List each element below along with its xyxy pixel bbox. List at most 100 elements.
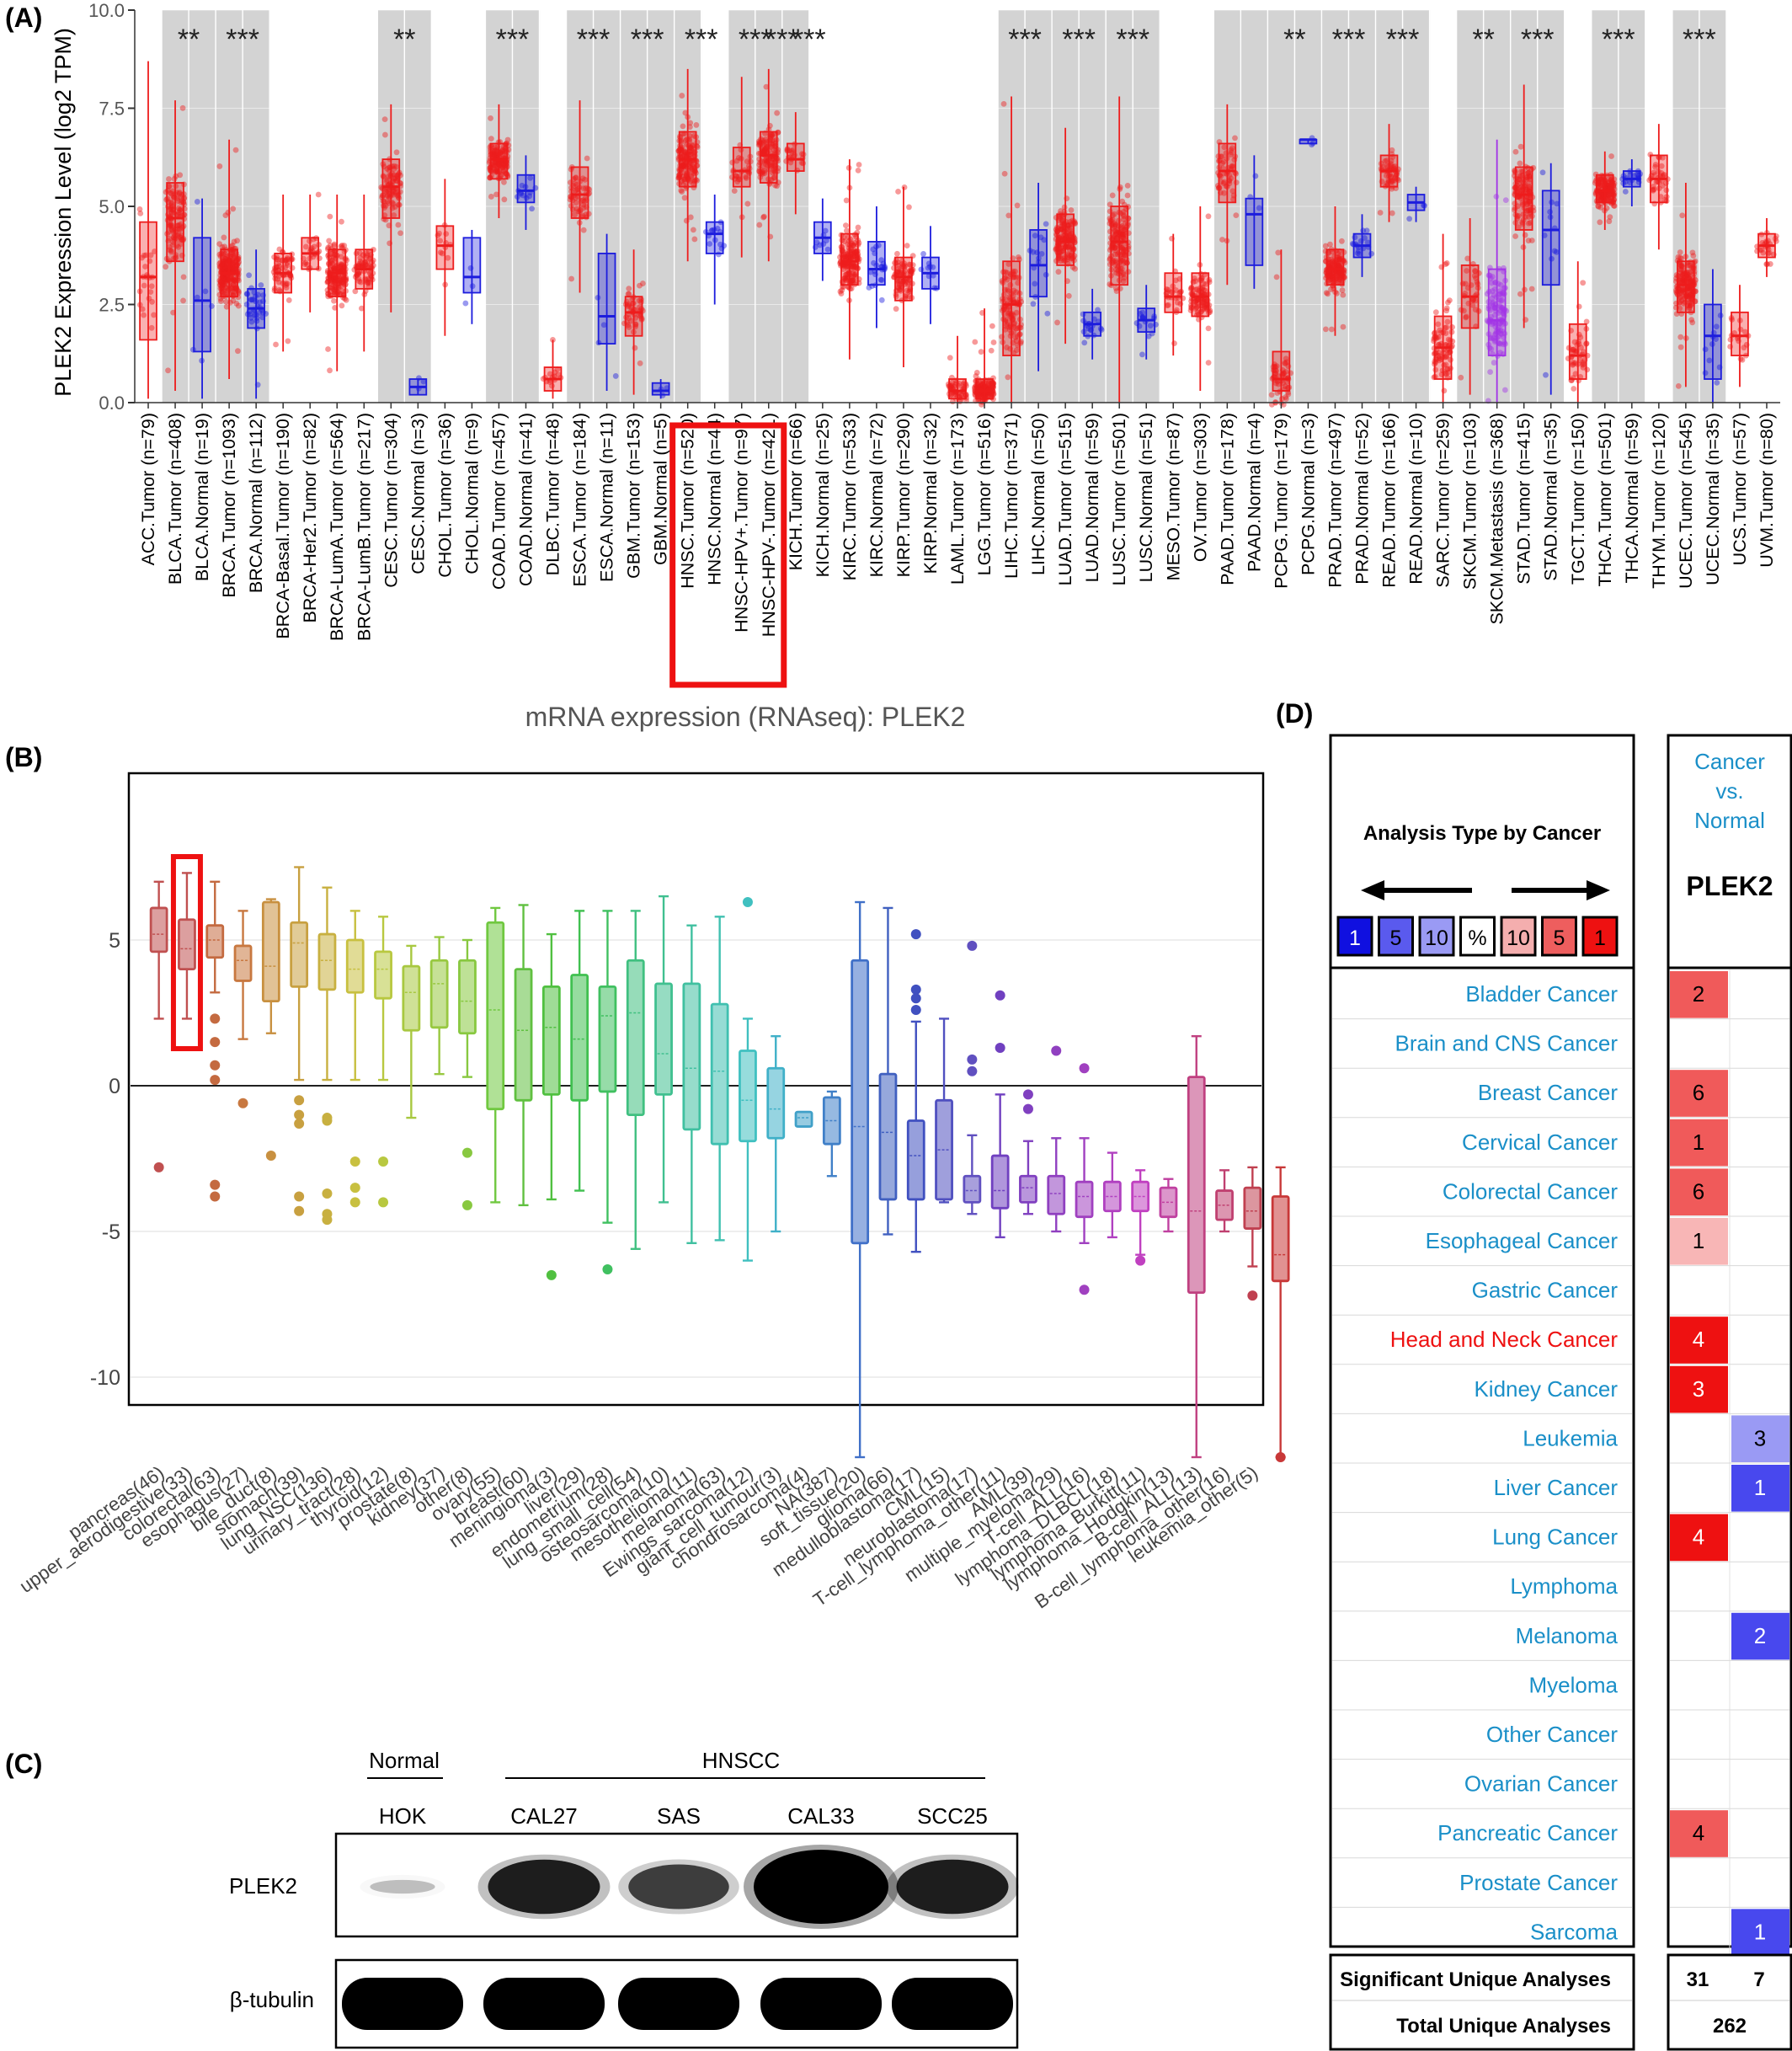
- point: [1677, 334, 1684, 340]
- point: [390, 200, 397, 207]
- box-paad-normal-n-4: [1245, 197, 1264, 266]
- wb-lane-label-sas: SAS: [657, 1803, 701, 1829]
- point: [584, 155, 590, 162]
- outlier-lung-nsc-136: [322, 1115, 333, 1126]
- point: [499, 163, 505, 169]
- point: [149, 298, 155, 305]
- box-tgct-tumor-n-150: [1568, 323, 1587, 380]
- point: [229, 242, 236, 248]
- point: [337, 277, 344, 284]
- point: [488, 136, 494, 142]
- significance-ucec-tumor-n-545: ***: [1683, 24, 1716, 56]
- point: [328, 279, 335, 286]
- point: [221, 255, 227, 262]
- point: [1571, 386, 1577, 392]
- box-paad-tumor-n-178: [1218, 142, 1237, 204]
- x-label-ucs-tumor-n-57: UCS.Tumor (n=57): [1730, 413, 1750, 565]
- point: [1487, 369, 1493, 375]
- panel-label-a: (A): [5, 3, 42, 33]
- point: [364, 262, 371, 269]
- point: [178, 241, 184, 248]
- wb-lane-label-scc25: SCC25: [917, 1803, 988, 1829]
- point: [527, 174, 534, 181]
- point: [1124, 182, 1131, 189]
- outlier-esophagus-27: [237, 1098, 248, 1108]
- point: [229, 257, 236, 264]
- point: [228, 265, 235, 271]
- point: [499, 151, 506, 158]
- row-label-other-cancer: Other Cancer: [1486, 1722, 1618, 1747]
- point: [1675, 382, 1682, 389]
- outlier-stomach-39: [294, 1118, 305, 1129]
- point: [572, 180, 579, 187]
- point: [223, 259, 230, 266]
- x-label-brca-basal-tumor-n-190: BRCA-Basal.Tumor (n=190): [273, 413, 293, 639]
- point: [547, 379, 553, 386]
- row-label-colorectal-cancer: Colorectal Cancer: [1443, 1178, 1618, 1204]
- point: [1322, 326, 1329, 333]
- oncomine-scale: 1 5 10% 10 5 1: [1336, 916, 1619, 957]
- point: [356, 278, 362, 285]
- point: [223, 276, 230, 283]
- point: [731, 188, 738, 195]
- wb-tubulin-band-sas: [618, 1978, 739, 2030]
- box-t-cell-lymphoma-other-11: [990, 1154, 1010, 1210]
- point: [366, 263, 373, 270]
- point: [168, 206, 174, 213]
- point: [341, 243, 348, 248]
- point: [276, 263, 283, 270]
- point: [331, 273, 338, 280]
- x-label-kirc-tumor-n-533: KIRC.Tumor (n=533): [840, 413, 860, 580]
- point: [220, 280, 227, 286]
- row-label-myeloma: Myeloma: [1529, 1672, 1619, 1697]
- point: [492, 148, 499, 154]
- box-lihc-tumor-n-371: [1002, 260, 1021, 356]
- point: [169, 227, 176, 233]
- point: [1543, 371, 1549, 378]
- point: [579, 175, 586, 182]
- point: [331, 265, 337, 272]
- point: [232, 277, 238, 284]
- point: [275, 279, 282, 286]
- box-kirp-tumor-n-290: [894, 256, 913, 302]
- point: [169, 204, 176, 210]
- point: [499, 172, 505, 178]
- point: [328, 276, 334, 283]
- point: [501, 196, 508, 203]
- point: [178, 236, 184, 243]
- point: [895, 189, 901, 195]
- significance-luad-tumor-n-515: ***: [1062, 24, 1096, 56]
- point: [273, 341, 279, 348]
- point: [178, 234, 184, 241]
- box-esophagus-27: [233, 944, 253, 982]
- y-tick-label: 0: [109, 1075, 120, 1098]
- outlier-lung-nsc-136: [322, 1188, 333, 1199]
- point: [230, 206, 237, 212]
- outlier-medulloblastoma-17: [910, 1005, 921, 1016]
- y-tick-label: 0.0: [99, 393, 125, 414]
- point: [1677, 344, 1684, 350]
- point: [177, 233, 183, 240]
- row-label-kidney-cancer: Kidney Cancer: [1474, 1376, 1618, 1402]
- x-label-brca-lumb-tumor-n-217: BRCA-LumB.Tumor (n=217): [354, 413, 374, 641]
- point: [233, 300, 240, 307]
- oncomine-sig-up: 31: [1687, 1968, 1709, 1991]
- point: [1043, 221, 1049, 227]
- point: [230, 280, 237, 287]
- wb-plek2-band-sas: [628, 1864, 729, 1909]
- y-tick-label: 10.0: [88, 0, 125, 21]
- point: [169, 188, 176, 195]
- wb-plek2-band-scc25: [896, 1859, 1009, 1915]
- x-label-kirp-tumor-n-290: KIRP.Tumor (n=290): [893, 413, 914, 577]
- x-label-stad-tumor-n-415: STAD.Tumor (n=415): [1514, 413, 1534, 585]
- column-header-line-2: Normal: [1694, 808, 1765, 833]
- point: [223, 285, 230, 291]
- outlier-endometrium-28: [602, 1263, 613, 1274]
- x-label-paad-tumor-n-178: PAAD.Tumor (n=178): [1217, 413, 1237, 585]
- box-gbm-normal-n-5: [651, 382, 670, 396]
- point: [167, 247, 173, 254]
- outlier-t-cell-lymphoma-other-11: [995, 1043, 1005, 1054]
- point: [1622, 189, 1629, 195]
- x-label-uvm-tumor-n-80: UVM.Tumor (n=80): [1757, 413, 1777, 568]
- point: [258, 282, 264, 288]
